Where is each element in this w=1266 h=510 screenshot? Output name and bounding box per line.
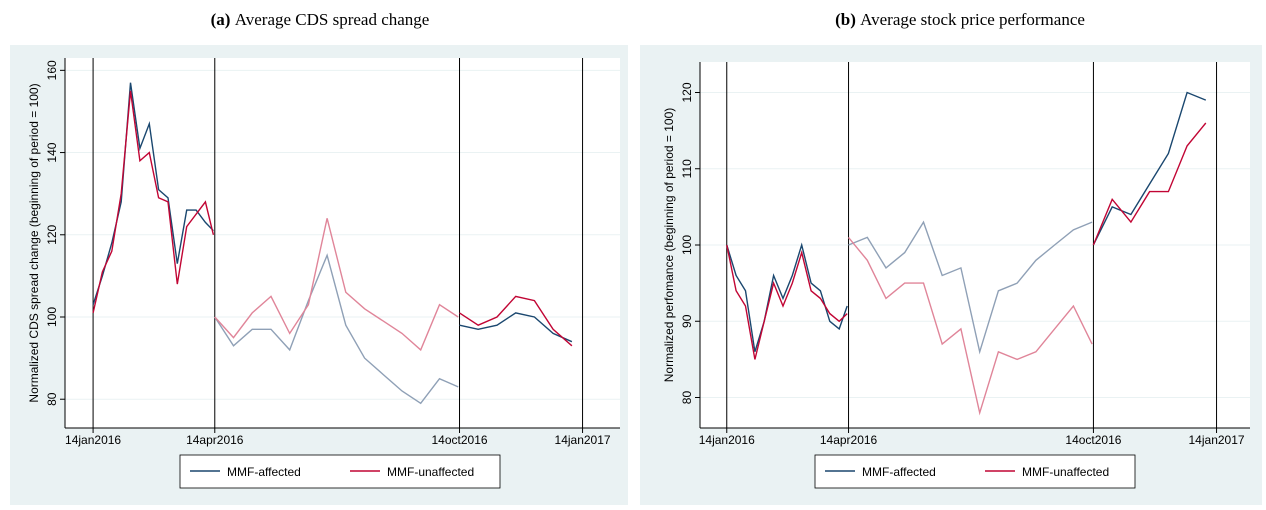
legend-box [814,454,1136,489]
y-tick-label: 120 [680,82,694,102]
series-line [1092,122,1207,246]
x-tick-label: 14jan2016 [65,433,121,447]
y-tick-label: 140 [45,142,59,162]
legend-box [179,454,501,489]
x-tick-label: 14jan2016 [699,433,755,447]
series-line [848,220,1093,355]
x-tick-label: 14jan2017 [1189,433,1245,447]
legend-label: MMF-unaffected [1022,465,1109,479]
series-line [214,253,459,405]
series-line [726,244,848,360]
series-line [459,295,573,347]
panel-title: (a) Average CDS spread change [211,10,430,29]
x-tick-label: 14apr2016 [186,433,244,447]
x-tick-label: 14jan2017 [555,433,611,447]
y-tick-label: 80 [680,391,694,405]
panel-label: (b) [835,10,856,29]
y-tick-label: 90 [680,314,694,328]
legend-label: MMF-affected [227,465,301,479]
y-tick-label: 100 [45,307,59,327]
series-line [726,242,848,353]
y-axis-label: Normalized CDS spread change (beginning … [27,83,41,402]
series-line [847,236,1093,416]
plot-area [65,58,620,428]
panel-title-text: Average stock price performance [860,10,1085,29]
series-line [214,218,459,352]
y-tick-label: 80 [45,392,59,406]
panel: (b) Average stock price performance 80 90 1… [640,10,1262,505]
series-line [459,312,573,343]
legend-label: MMF-affected [862,465,936,479]
series-line [1092,91,1207,246]
x-tick-label: 14apr2016 [820,433,878,447]
y-tick-label: 160 [45,60,59,80]
y-tick-label: 100 [680,235,694,255]
panel-title-text: Average CDS spread change [235,10,430,29]
y-tick-label: 120 [45,224,59,244]
panel: (a) Average CDS spread change 80 100 120 140… [10,10,628,505]
panel-label: (a) [211,10,231,29]
legend-label: MMF-unaffected [387,465,474,479]
x-tick-label: 14oct2016 [1065,433,1121,447]
panel-title: (b) Average stock price performance [835,10,1085,29]
series-line [92,82,214,305]
series-line [92,90,215,314]
y-axis-label: Normalized perfomance (beginning of peri… [662,108,676,383]
x-tick-label: 14oct2016 [431,433,487,447]
y-tick-label: 110 [680,159,694,178]
